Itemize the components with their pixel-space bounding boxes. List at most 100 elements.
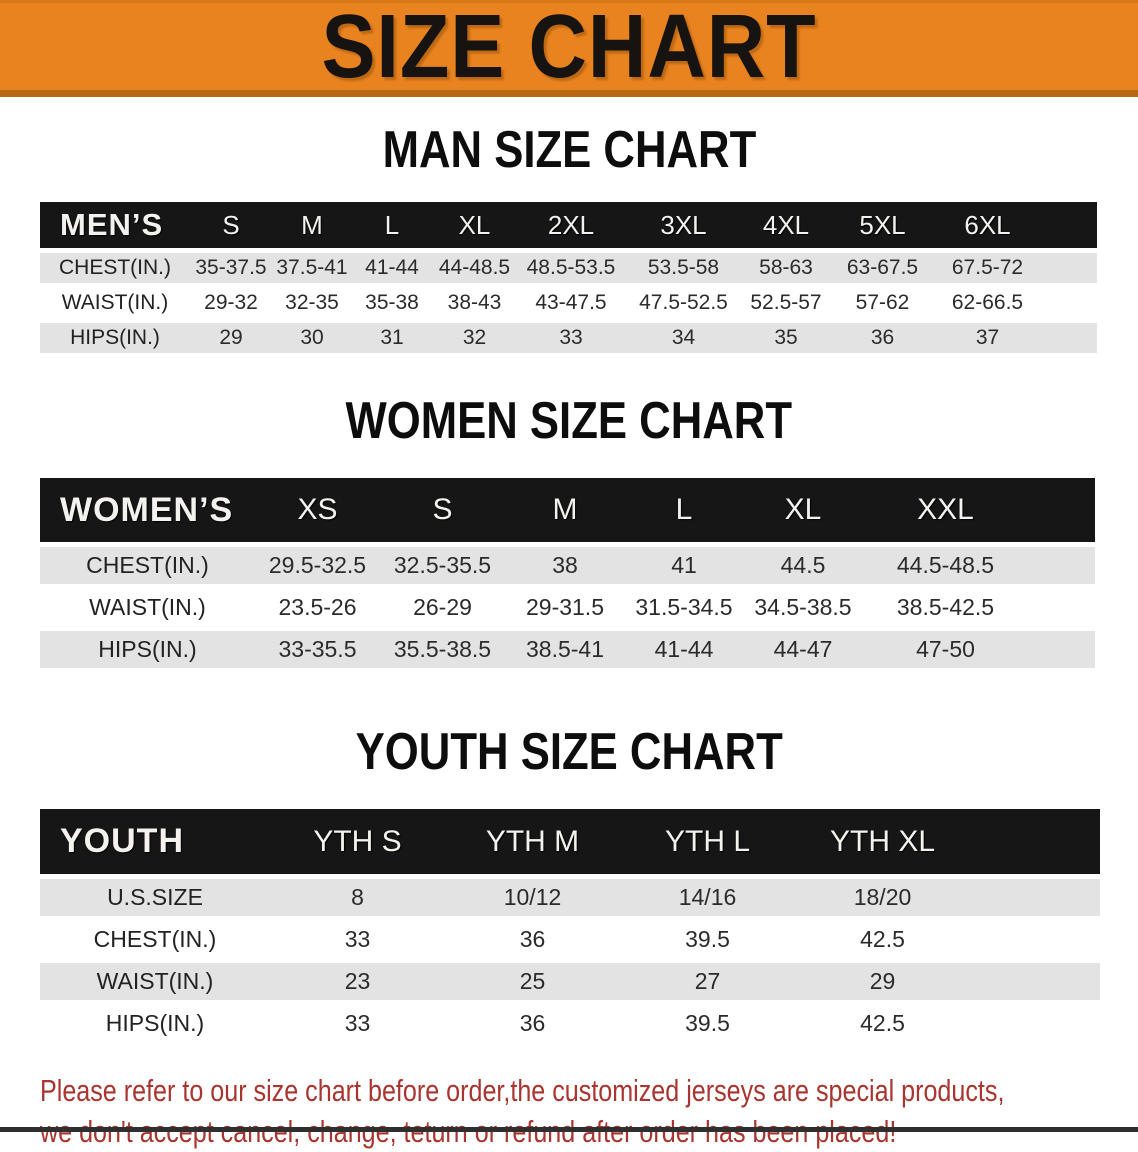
size-column-header: 4XL (742, 202, 830, 248)
size-column-header: XL (743, 478, 863, 542)
measurement-cell: 52.5-57 (750, 291, 822, 314)
women-section-heading-text: WOMEN SIZE CHART (345, 392, 793, 450)
youth-size-table: YOUTH YTH S YTH M YTH L YTH XL U.S.SIZE 8 10/12… (40, 804, 1100, 1047)
measurement-cell: 38.5-41 (505, 631, 625, 668)
cell-filler (1028, 547, 1095, 584)
men-section-heading: MAN SIZE CHART (0, 124, 1138, 176)
measurement-cell: 63-67.5 (830, 253, 935, 283)
measurement-cell: 31.5-34.5 (635, 594, 733, 620)
size-column-header: YTH M (445, 809, 620, 874)
size-column-header: YTH XL (795, 809, 970, 874)
measurement-cell: 37.5-41 (272, 253, 352, 283)
women-size-table: WOMEN’S XS S M L XL XXL CHEST(IN.) 29.5-32.5 32.5… (40, 473, 1095, 673)
cell-filler (1028, 631, 1095, 668)
size-column-header: L (625, 478, 743, 542)
measurement-cell: 29-31.5 (525, 594, 604, 620)
cell-filler (970, 879, 1100, 916)
cell-filler (970, 1005, 1100, 1042)
header-filler (1040, 202, 1097, 248)
size-column-header: 6XL (935, 202, 1040, 248)
measurement-cell: 26-29 (413, 594, 472, 620)
measurement-row: WAIST(IN.) 23.5-26 26-29 29-31.5 31.5-34.5 34… (40, 589, 1095, 626)
size-column-header: XL (432, 202, 517, 248)
measurement-cell: 39.5 (685, 926, 730, 952)
size-column-header: 2XL (517, 202, 625, 248)
size-column-header: XS (255, 478, 380, 542)
measurement-cell: 33 (517, 323, 625, 353)
women-section-heading: WOMEN SIZE CHART (0, 395, 1138, 447)
row-label: CHEST(IN.) (40, 547, 255, 584)
men-size-table: MEN’S S M L XL 2XL 3XL 4XL 5XL 6XL CHEST(IN.) 35-37… (40, 197, 1097, 358)
size-table-header-row: YOUTH YTH S YTH M YTH L YTH XL (40, 809, 1100, 874)
measurement-cell: 38.5-42.5 (896, 594, 995, 620)
measurement-cell: 44-47 (743, 631, 863, 668)
measurement-cell: 29 (190, 323, 272, 353)
size-chart-banner: SIZE CHART (0, 0, 1138, 97)
size-column-header: L (352, 202, 432, 248)
measurement-cell: 18/20 (795, 879, 970, 916)
row-label: WAIST(IN.) (40, 963, 270, 1000)
measurement-cell: 36 (519, 926, 546, 952)
measurement-cell: 62-66.5 (951, 291, 1024, 314)
measurement-cell: 34 (625, 323, 742, 353)
measurement-cell: 43-47.5 (535, 291, 607, 314)
cell-filler (970, 963, 1100, 1000)
banner-title: SIZE CHART (321, 0, 817, 97)
measurement-cell: 32.5-35.5 (380, 547, 505, 584)
measurement-cell: 36 (519, 1010, 546, 1036)
measurement-cell: 27 (620, 963, 795, 1000)
row-label: HIPS(IN.) (40, 631, 255, 668)
size-column-header: S (380, 478, 505, 542)
measurement-row: CHEST(IN.) 35-37.5 37.5-41 41-44 44-48.5 48.5… (40, 253, 1097, 283)
measurement-cell: 53.5-58 (625, 253, 742, 283)
measurement-row: CHEST(IN.) 33 36 39.5 42.5 (40, 921, 1100, 958)
measurement-cell: 41-44 (352, 253, 432, 283)
measurement-cell: 32-35 (285, 291, 339, 314)
header-filler (970, 809, 1100, 874)
measurement-cell: 25 (445, 963, 620, 1000)
measurement-row: WAIST(IN.) 23 25 27 29 (40, 963, 1100, 1000)
size-table-header-row: WOMEN’S XS S M L XL XXL (40, 478, 1095, 542)
measurement-cell: 67.5-72 (935, 253, 1040, 283)
cell-filler (1040, 323, 1097, 353)
header-filler (1028, 478, 1095, 542)
measurement-cell: 33 (344, 1010, 371, 1036)
size-column-header: YTH S (270, 809, 445, 874)
measurement-cell: 23.5-26 (278, 594, 357, 620)
row-label: WAIST(IN.) (89, 594, 206, 620)
measurement-row: WAIST(IN.) 29-32 32-35 35-38 38-43 43-47.5 47.… (40, 288, 1097, 318)
measurement-cell: 42.5 (860, 1010, 905, 1036)
row-label: U.S.SIZE (40, 879, 270, 916)
men-section-heading-text: MAN SIZE CHART (382, 121, 756, 179)
measurement-cell: 39.5 (685, 1010, 730, 1036)
measurement-cell: 10/12 (445, 879, 620, 916)
size-column-header: M (272, 202, 352, 248)
size-table-header-row: MEN’S S M L XL 2XL 3XL 4XL 5XL 6XL (40, 202, 1097, 248)
disclaimer-note: Please refer to our size chart before or… (40, 1070, 1138, 1152)
measurement-cell: 8 (270, 879, 445, 916)
row-label: CHEST(IN.) (93, 926, 217, 952)
measurement-cell: 44-48.5 (432, 253, 517, 283)
measurement-row: HIPS(IN.) 33 36 39.5 42.5 (40, 1005, 1100, 1042)
cell-filler (1028, 589, 1095, 626)
measurement-cell: 44.5-48.5 (863, 547, 1028, 584)
measurement-cell: 38-43 (447, 291, 502, 314)
size-column-header: S (190, 202, 272, 248)
measurement-cell: 42.5 (860, 926, 905, 952)
cell-filler (1040, 253, 1097, 283)
measurement-row: HIPS(IN.) 33-35.5 35.5-38.5 38.5-41 41-44 44-… (40, 631, 1095, 668)
measurement-cell: 23 (270, 963, 445, 1000)
measurement-cell: 14/16 (620, 879, 795, 916)
measurement-row: HIPS(IN.) 29 30 31 32 33 34 35 36 37 (40, 323, 1097, 353)
measurement-cell: 38 (505, 547, 625, 584)
measurement-cell: 29 (795, 963, 970, 1000)
measurement-cell: 47-50 (863, 631, 1028, 668)
size-column-header: 3XL (625, 202, 742, 248)
bottom-edge-strip (0, 1127, 1138, 1132)
measurement-row: CHEST(IN.) 29.5-32.5 32.5-35.5 38 41 44.5 44.5… (40, 547, 1095, 584)
row-label: HIPS(IN.) (105, 1010, 205, 1036)
table-corner-label: MEN’S (40, 202, 190, 248)
measurement-row: U.S.SIZE 8 10/12 14/16 18/20 (40, 879, 1100, 916)
measurement-cell: 34.5-38.5 (754, 594, 852, 620)
measurement-cell: 37 (935, 323, 1040, 353)
